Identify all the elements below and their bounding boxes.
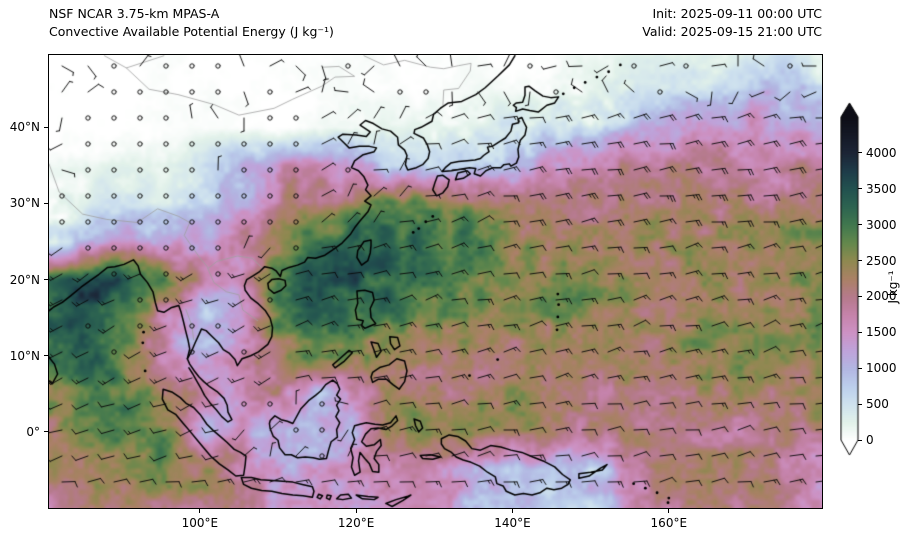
figure-header-left: NSF NCAR 3.75-km MPAS-A Convective Avail…: [49, 5, 334, 40]
colorbar-tick-mark: [858, 152, 862, 154]
y-tick-label: 20°N: [9, 272, 40, 287]
field-title: Convective Available Potential Energy (J…: [49, 23, 334, 39]
x-tick-mark: [355, 509, 357, 513]
y-tick-label: 40°N: [9, 120, 40, 135]
colorbar-tick-mark: [858, 403, 862, 405]
x-tick-mark: [199, 509, 201, 513]
colorbar-unit-label: J kg⁻¹: [886, 270, 900, 304]
colorbar-canvas: [840, 102, 860, 458]
y-tick-mark: [44, 355, 48, 357]
x-tick-mark: [668, 509, 670, 513]
x-tick-label: 100°E: [181, 516, 219, 530]
y-tick-mark: [44, 431, 48, 433]
x-tick-label: 120°E: [337, 516, 375, 530]
y-tick-label: 30°N: [9, 196, 40, 211]
cape-map-canvas: [49, 55, 822, 508]
colorbar-tick-label: 1000: [866, 361, 897, 376]
colorbar-tick-label: 3000: [866, 217, 897, 232]
colorbar-tick-mark: [858, 439, 862, 441]
colorbar-tick-label: 3500: [866, 181, 897, 196]
y-tick-mark: [44, 279, 48, 281]
model-title: NSF NCAR 3.75-km MPAS-A: [49, 6, 220, 21]
y-tick-mark: [44, 202, 48, 204]
x-tick-label: 160°E: [650, 516, 688, 530]
colorbar-tick-mark: [858, 367, 862, 369]
init-time: Init: 2025-09-11 00:00 UTC: [652, 6, 822, 21]
y-tick-mark: [44, 126, 48, 128]
colorbar-tick-label: 500: [866, 397, 889, 412]
colorbar-tick-label: 4000: [866, 145, 897, 160]
colorbar-tick-mark: [858, 295, 862, 297]
x-tick-mark: [511, 509, 513, 513]
valid-time: Valid: 2025-09-15 21:00 UTC: [642, 23, 822, 39]
colorbar-tick-label: 1500: [866, 325, 897, 340]
x-tick-label: 140°E: [494, 516, 531, 530]
map-frame: [48, 54, 823, 509]
colorbar-tick-mark: [858, 331, 862, 333]
colorbar-tick-mark: [858, 260, 862, 262]
colorbar-tick-mark: [858, 188, 862, 190]
colorbar-tick-label: 0: [866, 433, 874, 447]
colorbar-tick-mark: [858, 224, 862, 226]
figure-header-right: Init: 2025-09-11 00:00 UTC Valid: 2025-0…: [642, 5, 822, 40]
colorbar-tick-label: 2500: [866, 253, 897, 268]
colorbar-tick-label: 2000: [866, 289, 897, 304]
y-tick-label: 10°N: [9, 348, 40, 363]
y-tick-label: 0°: [26, 424, 40, 439]
